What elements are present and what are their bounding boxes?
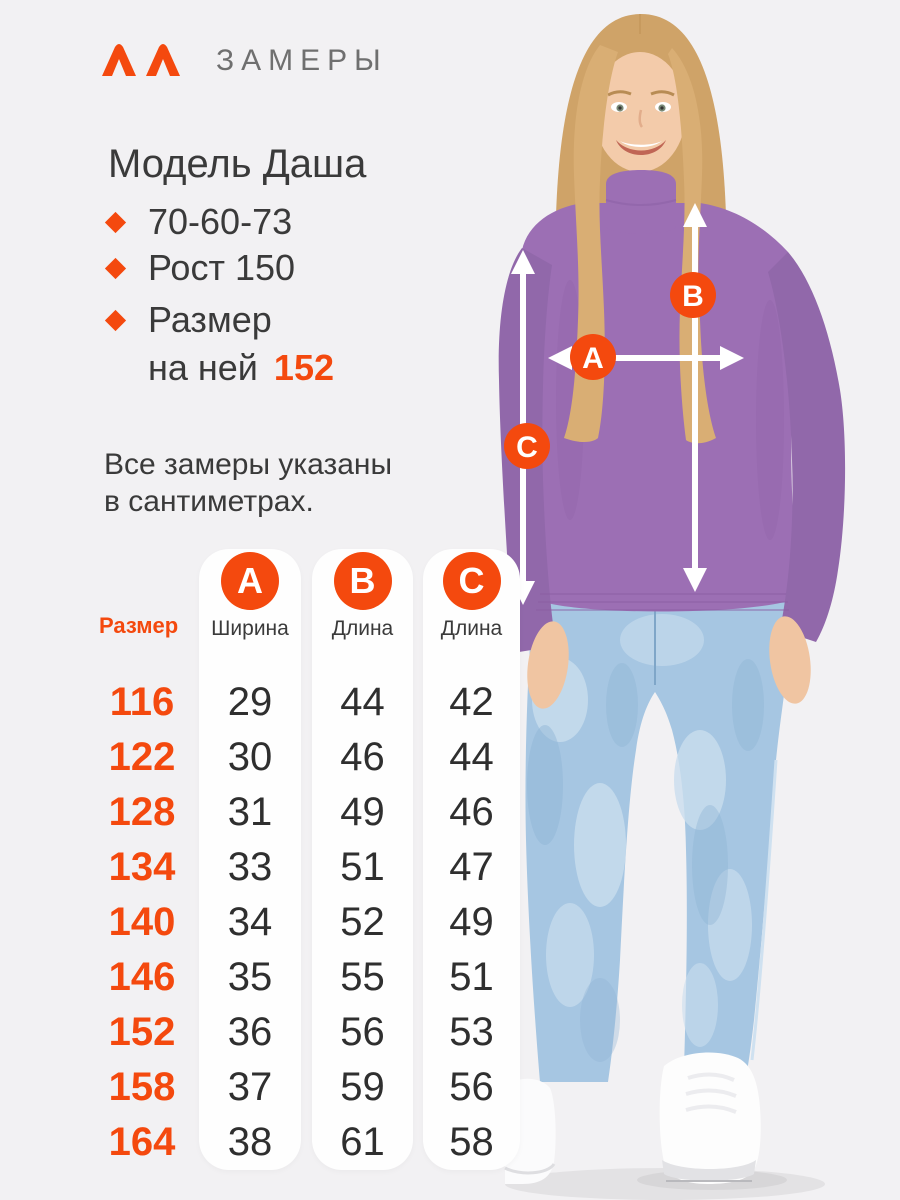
model-info-list: 70-60-73 Рост 150 Размер на ней 152: [104, 201, 334, 392]
marker-c-letter: C: [516, 431, 538, 464]
turtleneck-collar: [606, 170, 676, 234]
value-cell-c: 53: [449, 1010, 494, 1054]
value-cell-c: 58: [449, 1120, 494, 1164]
value-cell-b: 52: [340, 900, 385, 944]
diamond-bullet-icon: [104, 211, 127, 233]
brand-header: ЗАМЕРЫ: [102, 44, 388, 78]
size-cell: 116: [109, 680, 175, 724]
table-header-col-b: B Длина: [312, 549, 413, 675]
table-column-card-c: [423, 549, 520, 1170]
table-header-col-a: A Ширина: [199, 549, 301, 675]
value-cell-a: 35: [227, 955, 273, 999]
value-cell-a: 38: [227, 1120, 273, 1164]
list-item-parameters: 70-60-73: [104, 201, 334, 242]
size-table-grid: Размер A Ширина B Длина C Длина 116 29 4…: [85, 549, 520, 1170]
size-on-model-label-line1: Размер: [148, 299, 272, 340]
value-cell-b: 55: [340, 955, 385, 999]
jeans: [525, 585, 792, 1082]
size-cell: 134: [108, 845, 176, 889]
units-note-line1: Все замеры указаны: [104, 448, 393, 481]
value-cell-a: 34: [227, 900, 273, 944]
value-cell-a: 37: [227, 1065, 273, 1109]
column-b-letter: B: [349, 560, 376, 601]
table-header-col-c: C Длина: [423, 549, 520, 675]
column-a-letter: A: [237, 560, 263, 601]
diamond-bullet-icon: [104, 257, 127, 279]
value-cell-c: 56: [449, 1065, 494, 1109]
column-c-circle-icon: C: [442, 552, 501, 610]
column-c-label: Длина: [440, 617, 503, 640]
column-a-label: Ширина: [211, 617, 289, 640]
column-c-letter: C: [458, 560, 485, 601]
value-cell-a: 31: [227, 790, 273, 834]
parameters-value: 70-60-73: [148, 201, 293, 242]
value-cell-c: 44: [449, 735, 494, 779]
column-b-circle-icon: B: [333, 552, 392, 610]
marker-c-circle: C: [504, 423, 550, 469]
value-cell-b: 49: [340, 790, 385, 834]
value-cell-a: 30: [227, 735, 273, 779]
value-cell-c: 51: [449, 955, 494, 999]
size-on-model-label-line2: на ней: [148, 347, 258, 388]
table-column-card-b: [312, 549, 413, 1170]
marker-b-letter: B: [682, 280, 704, 313]
value-cell-b: 56: [340, 1010, 385, 1054]
size-cell: 164: [108, 1120, 176, 1164]
size-cell: 152: [108, 1010, 176, 1054]
value-cell-b: 46: [340, 735, 385, 779]
value-cell-c: 49: [449, 900, 494, 944]
page-title: ЗАМЕРЫ: [216, 44, 388, 77]
value-cell-b: 44: [340, 680, 385, 724]
double-peak-brand-logo-icon: [102, 44, 180, 76]
hands: [527, 616, 811, 709]
list-item-height: Рост 150: [104, 247, 334, 288]
list-item-size-on-model: Размер на ней 152: [104, 296, 334, 392]
marker-a-circle: A: [570, 334, 616, 380]
column-b-label: Длина: [331, 617, 394, 640]
value-cell-a: 29: [227, 680, 273, 724]
table-header-size: Размер: [99, 613, 179, 638]
size-cell: 122: [108, 735, 176, 779]
marker-a-letter: A: [582, 342, 604, 375]
height-value: Рост 150: [148, 247, 296, 288]
value-cell-a: 33: [227, 845, 273, 889]
value-cell-c: 42: [449, 680, 494, 724]
value-cell-b: 59: [340, 1065, 385, 1109]
marker-b-circle: B: [670, 272, 716, 318]
value-cell-c: 47: [449, 845, 494, 889]
size-cell: 158: [108, 1065, 176, 1109]
face: [594, 52, 686, 172]
size-on-model-value: 152: [273, 347, 334, 388]
diamond-bullet-icon: [104, 309, 127, 332]
value-cell-b: 61: [340, 1120, 385, 1164]
value-cell-b: 51: [340, 845, 385, 889]
size-cell: 128: [108, 790, 176, 834]
turtleneck-sweater: [498, 203, 846, 652]
units-note-line2: в сантиметрах.: [104, 485, 314, 518]
column-a-circle-icon: A: [221, 552, 279, 610]
measurement-arrows: A B C: [504, 203, 744, 605]
size-table: Размер A Ширина B Длина C Длина 116 29 4…: [85, 549, 520, 1170]
size-cell: 146: [108, 955, 176, 999]
value-cell-a: 36: [227, 1010, 273, 1054]
model-name-title: Модель Даша: [108, 142, 367, 186]
table-column-card-a: [199, 549, 301, 1170]
value-cell-c: 46: [449, 790, 494, 834]
units-note: Все замеры указаны в сантиметрах.: [104, 446, 392, 520]
size-cell: 140: [108, 900, 176, 944]
